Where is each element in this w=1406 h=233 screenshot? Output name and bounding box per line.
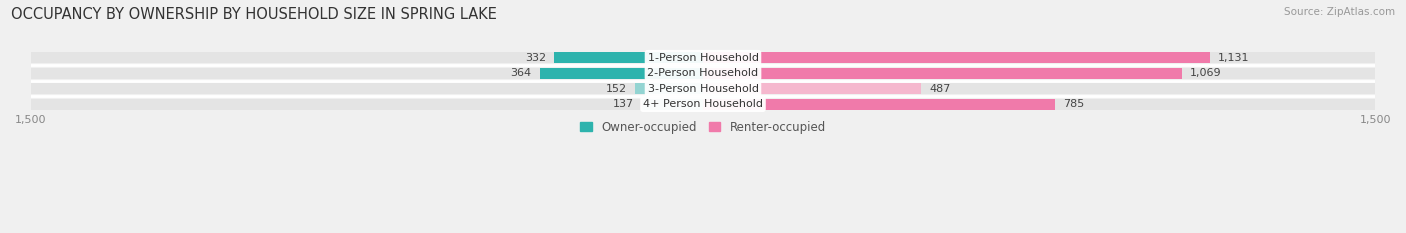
Bar [703,68,1182,79]
Text: 487: 487 [929,84,950,94]
Bar [540,68,703,79]
Text: 1,069: 1,069 [1189,68,1222,78]
Text: 332: 332 [524,53,546,63]
Text: 364: 364 [510,68,531,78]
Text: 1-Person Household: 1-Person Household [648,53,758,63]
Text: 3-Person Household: 3-Person Household [648,84,758,94]
Text: 137: 137 [613,99,634,109]
Bar [31,52,1375,63]
Text: OCCUPANCY BY OWNERSHIP BY HOUSEHOLD SIZE IN SPRING LAKE: OCCUPANCY BY OWNERSHIP BY HOUSEHOLD SIZE… [11,7,498,22]
Bar [703,83,921,94]
Text: Source: ZipAtlas.com: Source: ZipAtlas.com [1284,7,1395,17]
Text: 785: 785 [1063,99,1084,109]
Bar [636,83,703,94]
Bar [703,52,1211,63]
Bar [31,99,1375,110]
Bar [641,99,703,110]
Text: 1,131: 1,131 [1218,53,1250,63]
Bar [703,99,1054,110]
Text: 2-Person Household: 2-Person Household [647,68,759,78]
Bar [554,52,703,63]
Text: 152: 152 [606,84,627,94]
Legend: Owner-occupied, Renter-occupied: Owner-occupied, Renter-occupied [575,116,831,138]
Bar [31,68,1375,79]
Text: 4+ Person Household: 4+ Person Household [643,99,763,109]
Bar [31,83,1375,94]
